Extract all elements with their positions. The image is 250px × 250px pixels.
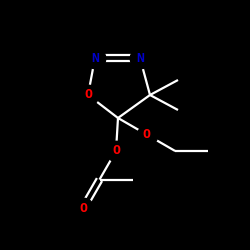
Text: O: O xyxy=(79,202,87,215)
Text: N: N xyxy=(136,52,144,64)
Text: O: O xyxy=(112,144,120,158)
Text: O: O xyxy=(84,88,92,102)
Text: N: N xyxy=(91,52,99,64)
Text: O: O xyxy=(142,128,150,141)
